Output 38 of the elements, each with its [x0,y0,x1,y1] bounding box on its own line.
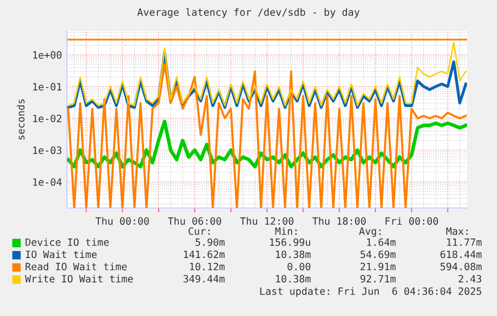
y-tick-label: 1e+00 [33,51,62,59]
text: Max: [446,227,468,235]
text: 594.08m [440,262,482,270]
text: 5.90m [196,238,225,246]
x-tick-label: Thu 00:00 [96,217,149,225]
text: 141.62m [184,250,225,258]
y-tick-label: 1e-01 [33,82,62,90]
text: 54.69m [360,250,396,258]
text: Cur: [188,227,210,235]
text: 92.71m [360,274,396,283]
legend-label: Read IO Wait time [26,262,127,270]
y-tick-label: 1e-03 [33,146,62,154]
line-series [68,42,466,106]
text: 21.91m [360,262,396,270]
x-tick-label: Thu 18:00 [312,217,366,225]
legend-label: IO Wait time [26,250,97,258]
text: 1.64m [367,238,396,246]
text: 11.77m [447,238,482,246]
text: Avg: [359,227,381,237]
y-tick-label: 1e-02 [33,114,62,122]
text: 156.99u [270,238,310,246]
text: 2.43 [458,274,482,283]
chart-title: Average latency for /dev/sdb - by day [137,8,360,18]
text: Min: [275,227,297,235]
x-tick-label: Thu 12:00 [240,217,294,225]
text: Last update: Fri Jun 6 04:36:04 2025 [260,287,482,297]
legend-label: Write IO Wait time [25,274,133,283]
x-tick-label: Fri 00:00 [386,217,438,225]
text: 618.44m [440,250,482,258]
legend-label: Device IO time [26,238,109,246]
text: 10.38m [276,250,311,258]
x-tick-label: Thu 06:00 [168,217,222,225]
y-axis-title: seconds [16,99,25,140]
text: 0.00 [288,262,310,270]
text: 349.44m [184,274,225,283]
y-tick-label: 1e-04 [33,178,62,186]
text: 10.12m [190,262,225,270]
text: 10.38m [276,274,311,283]
